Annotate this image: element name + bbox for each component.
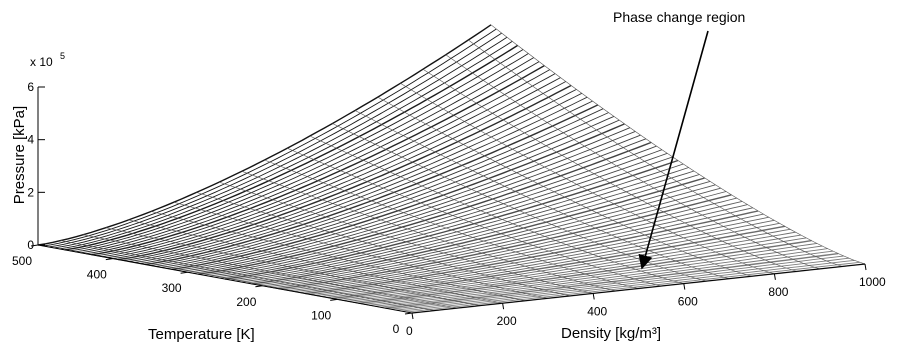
x-tick-label: 400 <box>587 304 607 318</box>
surface-cross-line <box>468 39 843 267</box>
y-tick-mark <box>330 298 338 301</box>
surface-cross-line <box>60 240 435 311</box>
surface-mesh-line <box>43 28 497 247</box>
y-tick-label: 0 <box>393 322 400 336</box>
x-tick-mark <box>683 283 686 290</box>
surface-cross-line <box>173 201 548 299</box>
x-tick-mark <box>864 263 867 271</box>
y-tick-mark <box>404 312 413 315</box>
y-axis-line <box>37 244 413 314</box>
surface-cross-line <box>400 83 775 275</box>
x-tick-label: 0 <box>406 324 413 338</box>
surface-cross-line <box>151 211 526 302</box>
z-tick-label: 4 <box>27 133 34 147</box>
surface-cross-line <box>287 147 662 287</box>
y-tick-label: 300 <box>162 281 182 295</box>
x-tick-mark <box>502 303 505 310</box>
y-tick-mark <box>30 244 39 247</box>
z-tick-label: 6 <box>27 80 34 94</box>
surface-cross-line <box>309 135 684 284</box>
x-tick-mark <box>592 293 595 300</box>
surface-mesh-line <box>166 119 620 269</box>
surface-mesh-line <box>160 115 615 268</box>
x-tick-label: 200 <box>497 314 517 328</box>
surface-cross-line <box>377 96 752 277</box>
y-tick-mark <box>180 271 188 274</box>
y-tick-mark <box>105 258 113 261</box>
x-axis-line <box>411 263 866 314</box>
surface-mesh-line <box>75 53 529 253</box>
surface-cross-line <box>241 171 616 292</box>
surface-mesh-line <box>48 32 502 248</box>
z-tick-label: 2 <box>27 185 34 199</box>
x-tick-label: 800 <box>768 285 788 299</box>
z-axis-label: Pressure [kPa] <box>11 106 28 204</box>
y-tick-label: 200 <box>236 295 256 309</box>
z-multiplier-label: x 10 <box>30 55 53 69</box>
surface-mesh-line <box>171 123 625 270</box>
surface-mesh-line <box>64 44 519 251</box>
surface-cross-line <box>128 219 503 304</box>
phase-change-arrow <box>638 30 709 270</box>
z-multiplier-exponent: 5 <box>60 51 65 61</box>
y-axis-label: Temperature [K] <box>148 326 255 343</box>
phase-change-annotation: Phase change region <box>613 9 745 25</box>
x-tick-label: 1000 <box>859 275 886 289</box>
surface-cross-line <box>354 110 730 279</box>
z-tick-label: 0 <box>27 238 34 252</box>
x-axis-label: Density [kg/m³] <box>561 325 661 342</box>
x-tick-mark <box>773 273 776 280</box>
y-tick-mark <box>255 285 263 288</box>
surface-mesh-line <box>37 24 492 246</box>
y-tick-label: 100 <box>311 308 331 322</box>
axes: 0 200 400 600 800 1000 0 100 200 300 400 500 0 2 4 6 <box>12 80 886 338</box>
x-tick-mark <box>411 312 414 320</box>
surface-cross-line <box>445 54 820 270</box>
y-tick-label: 400 <box>87 268 107 282</box>
pressure-surface <box>37 24 866 314</box>
surface-mesh-line <box>70 49 524 252</box>
surface-cross-line <box>422 68 798 272</box>
surface-mesh-line <box>251 177 705 285</box>
surface-cross-line <box>219 181 594 294</box>
surface-cross-line <box>196 192 571 297</box>
surface-cross-line <box>105 227 480 306</box>
surface-cross-line <box>83 234 458 309</box>
surface-cross-line <box>264 159 639 289</box>
surface-cross-line <box>490 24 866 265</box>
x-tick-label: 600 <box>678 295 698 309</box>
y-tick-label: 500 <box>12 254 32 268</box>
